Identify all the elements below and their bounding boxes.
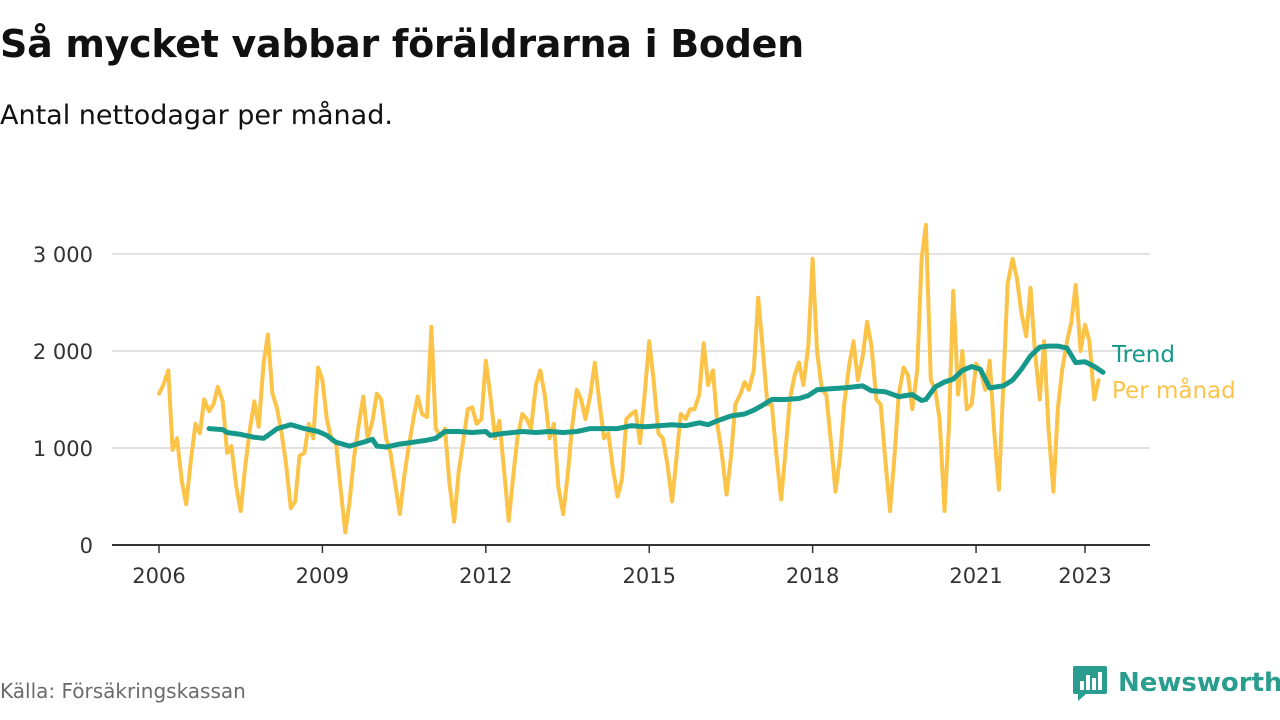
newsworthy-logo-icon [1073,666,1107,701]
series-label-trend: Trend [1111,342,1175,368]
x-tick-label: 2006 [132,564,185,588]
chart-title: Så mycket vabbar föräldrarna i Boden [0,22,804,66]
y-tick-label: 1 000 [33,437,93,461]
axes: 0 1 000 2 000 3 000 2006 2009 2012 2015 2018 2021… [33,243,1150,588]
series-labels: Trend Per månad [1111,342,1236,404]
x-tick-label: 2021 [949,564,1002,588]
y-tick-label: 3 000 [33,243,93,267]
brand-name: Newsworthy [1118,668,1280,698]
x-tick-label: 2012 [459,564,512,588]
series-line-trend [206,343,1106,450]
x-tick-label: 2015 [623,564,676,588]
x-tick-label: 2018 [786,564,839,588]
source-credit: Källa: Försäkringskassan [0,679,246,703]
brand-logo: Newsworthy [1072,664,1280,702]
y-tick-label: 2 000 [33,340,93,364]
x-tick-label: 2009 [296,564,349,588]
series-line-per-manad [157,222,1101,535]
x-tick-label: 2023 [1058,564,1111,588]
series-label-per-manad: Per månad [1112,376,1236,404]
y-tick-label: 0 [80,534,93,558]
chart-subtitle: Antal nettodagar per månad. [0,100,393,131]
series [157,222,1106,535]
